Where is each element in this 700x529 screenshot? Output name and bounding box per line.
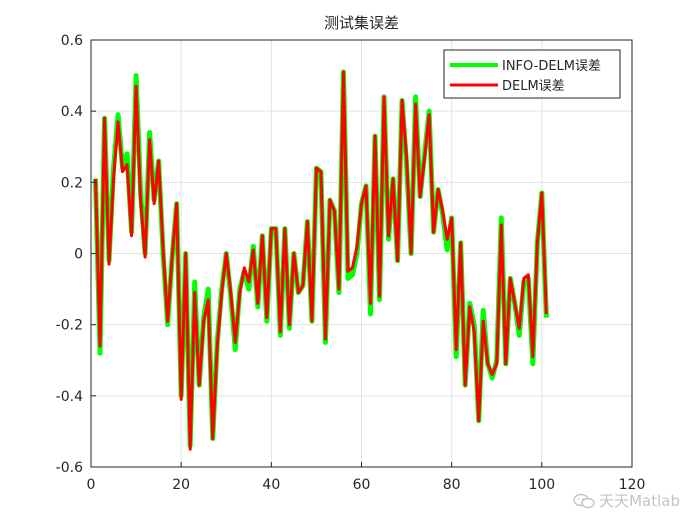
x-tick-label: 60 (353, 477, 371, 493)
chart-title: 测试集误差 (324, 14, 399, 32)
watermark: 天天Matlab (573, 490, 680, 511)
y-tick-label: 0.2 (61, 175, 83, 191)
legend-label: INFO-DELM误差 (502, 59, 601, 74)
legend-label: DELM误差 (502, 79, 565, 94)
y-tick-label: 0 (74, 247, 83, 263)
y-tick-label: 0.4 (61, 104, 83, 120)
y-tick-label: -0.2 (56, 318, 83, 334)
y-tick-label: -0.6 (56, 460, 83, 476)
axis-ticks: 0 20 40 60 80 100 120 -0.6 -0.4 -0.2 0 0.2 0.4 0.6 (56, 33, 646, 493)
legend: INFO-DELM误差 DELM误差 (443, 49, 621, 99)
series-line-delm (94, 70, 548, 451)
x-tick-label: 120 (619, 477, 646, 493)
x-tick-label: 80 (443, 477, 461, 493)
watermark-text: 天天Matlab (599, 492, 680, 510)
legend-box (443, 49, 621, 99)
y-tick-label: 0.6 (61, 33, 83, 49)
y-tick-label: -0.4 (56, 389, 83, 405)
x-tick-label: 100 (528, 477, 555, 493)
x-tick-label: 40 (262, 477, 280, 493)
x-tick-label: 0 (87, 477, 96, 493)
x-tick-label: 20 (172, 477, 190, 493)
wechat-icon (573, 493, 595, 508)
plot-series (93, 69, 549, 451)
